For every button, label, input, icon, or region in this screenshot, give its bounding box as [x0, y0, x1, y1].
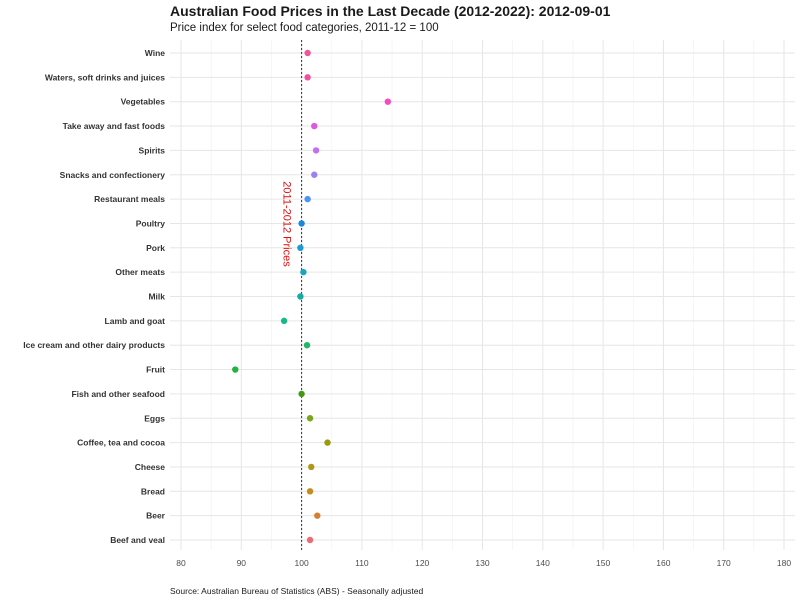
data-point [297, 293, 304, 300]
x-tick-label: 120 [415, 558, 429, 568]
x-tick-label: 110 [355, 558, 369, 568]
y-tick-label: Vegetables [121, 97, 166, 107]
reference-line-group: 2011-2012 Prices [281, 40, 303, 550]
x-tick-label: 150 [596, 558, 610, 568]
x-tick-label: 180 [777, 558, 791, 568]
data-point [314, 512, 321, 519]
y-tick-label: Ice cream and other dairy products [23, 340, 165, 350]
data-point [304, 49, 311, 57]
x-tick-label: 160 [656, 558, 670, 568]
y-tick-label: Bread [141, 486, 165, 496]
y-tick-label: Beer [146, 511, 166, 521]
x-tick-labels: 80 90 100 110 120 130 140 150 160 170 180 [176, 558, 791, 568]
reference-line-label: 2011-2012 Prices [281, 181, 293, 267]
x-tick-label: 170 [717, 558, 731, 568]
chart-subtitle: Price index for select food categories, … [170, 22, 439, 34]
x-tick-label: 130 [475, 558, 489, 568]
y-tick-label: Eggs [144, 413, 165, 423]
y-tick-label: Other meats [115, 267, 165, 277]
y-tick-label: Fish and other seafood [71, 389, 165, 399]
data-point [304, 195, 311, 203]
y-tick-label: Fruit [146, 365, 165, 375]
data-point [306, 488, 314, 495]
data-point [308, 463, 315, 471]
y-tick-label: Spirits [139, 145, 166, 155]
data-point [311, 171, 318, 178]
data-point [303, 342, 311, 349]
data-point [306, 536, 314, 544]
data-point [300, 268, 307, 276]
x-tick-label: 140 [536, 558, 550, 568]
x-tick-label: 100 [295, 558, 309, 568]
data-point [384, 98, 392, 105]
chart-caption: Source: Australian Bureau of Statistics … [170, 586, 424, 596]
data-point [298, 220, 305, 227]
y-tick-label: Waters, soft drinks and juices [45, 72, 165, 82]
data-point [306, 415, 314, 422]
data-point [297, 244, 304, 251]
data-point [324, 439, 331, 446]
y-tick-label: Wine [145, 48, 166, 58]
y-tick-label: Beef and veal [110, 535, 165, 545]
y-tick-label: Milk [148, 292, 165, 302]
y-tick-labels: Wine Waters, soft drinks and juices Vegeta… [23, 48, 165, 545]
y-tick-label: Lamb and goat [105, 316, 166, 326]
y-tick-label: Cheese [135, 462, 166, 472]
y-tick-label: Pork [146, 243, 165, 253]
data-point [280, 317, 288, 325]
data-point [311, 122, 318, 130]
grid-lines [170, 40, 795, 550]
data-point [232, 366, 239, 373]
y-tick-label: Take away and fast foods [63, 121, 166, 131]
data-point [312, 147, 320, 154]
data-point [304, 74, 311, 81]
chart-title: Australian Food Prices in the Last Decad… [170, 3, 611, 19]
x-tick-label: 80 [176, 558, 186, 568]
y-tick-label: Snacks and confectionery [60, 170, 166, 180]
y-tick-label: Poultry [136, 218, 166, 228]
data-points [232, 49, 392, 544]
y-tick-label: Coffee, tea and cocoa [77, 438, 165, 448]
y-tick-label: Restaurant meals [94, 194, 165, 204]
x-tick-label: 90 [237, 558, 247, 568]
data-point [298, 390, 305, 398]
